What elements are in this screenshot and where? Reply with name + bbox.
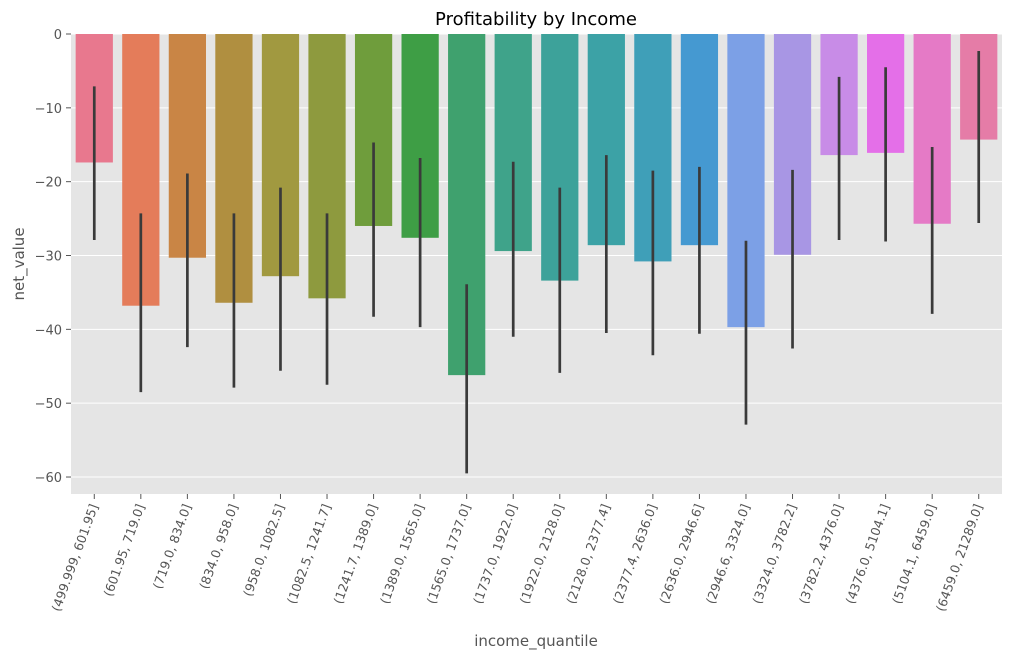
x-tick-label: (601.95, 719.0] bbox=[100, 502, 147, 599]
y-tick-label: −60 bbox=[35, 471, 62, 486]
x-tick-label: (719.0, 834.0] bbox=[150, 502, 195, 591]
x-tick-label: (1922.0, 2128.0] bbox=[517, 502, 567, 606]
x-tick-label: (958.0, 1082.5] bbox=[240, 502, 287, 599]
x-tick-label: (834.0, 958.0] bbox=[196, 502, 241, 591]
chart-title: Profitability by Income bbox=[435, 9, 637, 30]
error-bars bbox=[92, 50, 981, 474]
x-tick-label: (1241.7, 1389.0] bbox=[330, 502, 380, 606]
x-axis: (499.999, 601.95] (601.95, 719.0] (719.0, … bbox=[48, 494, 986, 613]
x-tick-label: (2377.4, 2636.0] bbox=[610, 502, 660, 606]
x-tick-label: (2128.0, 2377.4] bbox=[563, 502, 613, 606]
x-tick-label: (499.999, 601.95] bbox=[48, 502, 101, 613]
x-tick-label: (2636.0, 2946.6] bbox=[656, 502, 706, 606]
x-axis-label: income_quantile bbox=[474, 632, 598, 651]
x-tick-label: (5104.1, 6459.0] bbox=[889, 502, 939, 606]
x-tick-label: (4376.0, 5104.1] bbox=[842, 502, 892, 606]
x-tick-label: (1389.0, 1565.0] bbox=[377, 502, 427, 606]
x-tick-label: (2946.6, 3324.0] bbox=[703, 502, 753, 606]
y-axis-label: net_value bbox=[10, 227, 29, 300]
x-tick-label: (3782.2, 4376.0] bbox=[796, 502, 846, 606]
y-tick-label: −50 bbox=[35, 397, 62, 412]
x-tick-label: (3324.0, 3782.2] bbox=[749, 502, 799, 606]
plot-area bbox=[71, 34, 1002, 494]
y-tick-label: 0 bbox=[54, 28, 62, 43]
y-tick-label: −40 bbox=[35, 323, 62, 338]
x-tick-label: (6459.0, 21289.0] bbox=[933, 502, 986, 613]
y-axis: 0 −10 −20 −30 −40 −50 −60 bbox=[35, 28, 71, 486]
x-tick-label: (1737.0, 1922.0] bbox=[470, 502, 520, 606]
y-tick-label: −10 bbox=[35, 102, 62, 117]
y-tick-label: −30 bbox=[35, 250, 62, 265]
y-tick-label: −20 bbox=[35, 176, 62, 191]
x-tick-label: (1565.0, 1737.0] bbox=[423, 502, 473, 606]
x-tick-label: (1082.5, 1241.7] bbox=[284, 502, 334, 606]
